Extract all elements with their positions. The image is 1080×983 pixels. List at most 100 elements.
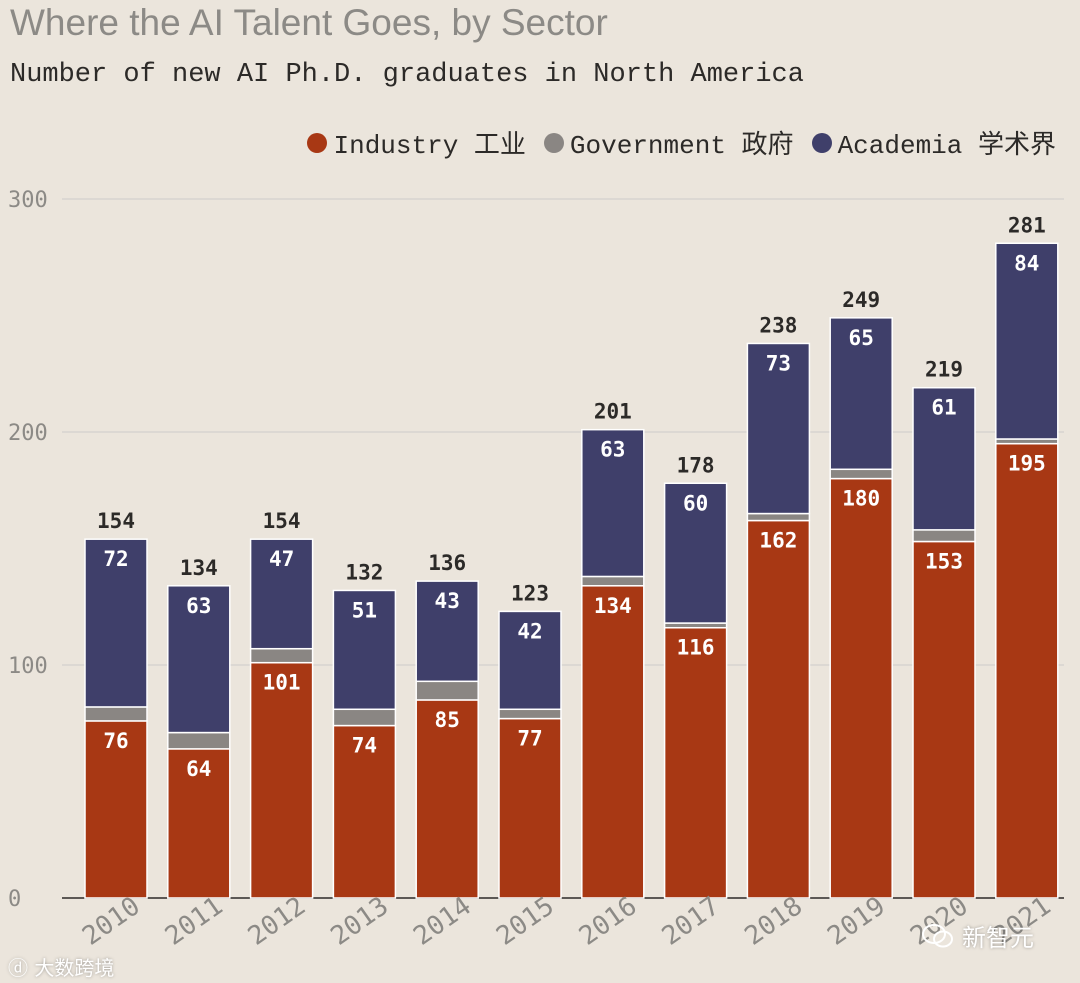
total-label-2019: 249 xyxy=(842,288,880,312)
data-label-industry-2021: 195 xyxy=(1008,452,1046,476)
x-tick-label-2014: 2014 xyxy=(408,891,477,951)
y-tick-label-0: 0 xyxy=(8,887,21,912)
bar-academia-2013 xyxy=(332,589,397,711)
bar-academia-2019 xyxy=(829,317,893,471)
total-label-2018: 238 xyxy=(759,313,797,337)
data-label-industry-2015: 77 xyxy=(517,727,542,751)
x-tick-label-2013: 2013 xyxy=(326,891,395,951)
bar-industry-2019 xyxy=(829,477,893,899)
bar-industry-2017 xyxy=(663,626,728,899)
data-label-academia-2014: 43 xyxy=(435,589,460,613)
data-label-industry-2011: 64 xyxy=(186,757,211,781)
x-tick-label-2017: 2017 xyxy=(657,891,726,951)
watermark-right-text: 新智元 xyxy=(962,924,1034,952)
bar-industry-2021 xyxy=(995,442,1059,899)
legend-label-industry: Industry 工业 xyxy=(333,131,526,161)
legend-swatch-academia xyxy=(811,132,832,153)
bar-academia-2010 xyxy=(84,538,148,708)
bar-industry-2015 xyxy=(498,717,562,899)
bar-industry-2016 xyxy=(581,585,645,899)
y-tick-label-200: 200 xyxy=(8,421,48,446)
data-label-academia-2020: 61 xyxy=(931,396,956,420)
legend-item-industry: Industry 工业 xyxy=(307,124,526,161)
bar-industry-2010 xyxy=(84,720,148,899)
data-label-industry-2018: 162 xyxy=(759,529,797,553)
total-label-2010: 154 xyxy=(97,509,135,533)
data-label-academia-2018: 73 xyxy=(766,351,791,375)
bar-academia-2018 xyxy=(746,342,811,515)
bar-government-2011 xyxy=(167,731,231,750)
data-label-industry-2016: 134 xyxy=(594,594,632,618)
bar-academia-2021 xyxy=(995,242,1059,440)
y-tick-label-100: 100 xyxy=(8,654,48,679)
bar-government-2018 xyxy=(746,512,811,522)
bar-academia-2014 xyxy=(415,580,479,683)
bar-academia-2017 xyxy=(663,482,728,624)
bar-government-2016 xyxy=(581,575,645,587)
data-label-industry-2020: 153 xyxy=(925,550,963,574)
bar-academia-2016 xyxy=(581,428,645,578)
legend: Industry 工业 Government 政府 Academia 学术界 xyxy=(307,124,1056,161)
data-label-academia-2015: 42 xyxy=(517,619,542,643)
data-label-academia-2019: 65 xyxy=(849,326,874,350)
watermark-left: ⓓ 大数跨境 xyxy=(8,952,114,981)
data-label-academia-2016: 63 xyxy=(600,438,625,462)
bar-government-2013 xyxy=(332,708,397,727)
data-label-industry-2017: 116 xyxy=(677,636,715,660)
x-tick-label-2012: 2012 xyxy=(243,891,312,951)
bar-academia-2015 xyxy=(498,610,562,711)
bar-government-2020 xyxy=(912,529,976,543)
wechat-icon xyxy=(922,923,953,947)
total-label-2011: 134 xyxy=(180,556,218,580)
x-tick-label-2011: 2011 xyxy=(160,891,229,951)
data-label-industry-2014: 85 xyxy=(435,708,460,732)
bar-industry-2012 xyxy=(249,661,314,899)
legend-label-government: Government 政府 xyxy=(569,131,794,161)
total-label-2012: 154 xyxy=(263,509,301,533)
chart-subtitle: Number of new AI Ph.D. graduates in Nort… xyxy=(10,60,804,90)
bar-industry-2020 xyxy=(912,540,976,899)
data-label-academia-2010: 72 xyxy=(103,547,128,571)
bar-academia-2012 xyxy=(249,538,314,650)
legend-label-academia: Academia 学术界 xyxy=(837,131,1056,161)
chart-title: Where the AI Talent Goes, by Sector xyxy=(10,2,608,43)
bar-industry-2013 xyxy=(332,724,397,899)
bar-academia-2011 xyxy=(167,585,231,734)
data-label-academia-2012: 47 xyxy=(269,547,294,571)
bar-industry-2014 xyxy=(415,699,479,899)
bar-industry-2018 xyxy=(746,519,811,899)
legend-swatch-industry xyxy=(307,132,328,153)
x-tick-label-2019: 2019 xyxy=(822,891,891,951)
x-tick-label-2010: 2010 xyxy=(77,891,146,951)
legend-item-academia: Academia 学术界 xyxy=(811,124,1056,161)
data-label-academia-2021: 84 xyxy=(1014,251,1039,275)
data-label-industry-2010: 76 xyxy=(103,729,128,753)
total-label-2016: 201 xyxy=(594,400,632,424)
total-label-2015: 123 xyxy=(511,581,549,605)
legend-item-government: Government 政府 xyxy=(543,124,794,161)
bar-academia-2020 xyxy=(912,386,976,531)
watermark-left-text: 大数跨境 xyxy=(34,956,115,980)
bar-government-2012 xyxy=(249,647,314,664)
bar-government-2014 xyxy=(415,680,479,701)
x-tick-label-2018: 2018 xyxy=(740,891,809,951)
total-label-2017: 178 xyxy=(677,453,715,477)
bar-government-2015 xyxy=(498,708,562,720)
data-label-academia-2013: 51 xyxy=(352,598,377,622)
x-tick-label-2015: 2015 xyxy=(491,891,560,951)
data-label-industry-2013: 74 xyxy=(352,734,377,758)
total-label-2013: 132 xyxy=(345,560,383,584)
total-label-2021: 281 xyxy=(1008,213,1046,237)
data-label-industry-2019: 180 xyxy=(842,487,880,511)
total-label-2020: 219 xyxy=(925,358,963,382)
y-tick-label-300: 300 xyxy=(8,188,48,213)
watermark-right: 新智元 xyxy=(922,918,1034,953)
legend-swatch-government xyxy=(543,132,564,153)
total-label-2014: 136 xyxy=(428,551,466,575)
data-label-academia-2011: 63 xyxy=(186,594,211,618)
watermark-logo-icon: ⓓ xyxy=(8,956,28,980)
bar-government-2019 xyxy=(829,468,893,480)
data-label-academia-2017: 60 xyxy=(683,491,708,515)
bar-government-2010 xyxy=(84,706,148,722)
